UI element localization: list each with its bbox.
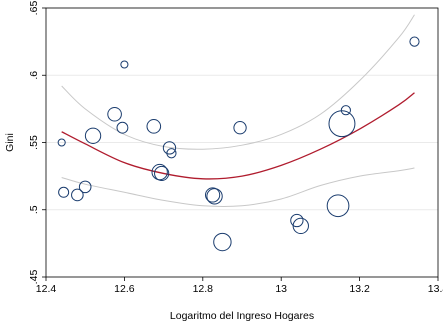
x-tick-label: 13.2: [349, 283, 370, 295]
x-tick-label: 12.6: [114, 283, 135, 295]
data-point: [205, 187, 221, 203]
y-axis-title: Gini: [4, 133, 16, 152]
data-point: [409, 36, 420, 47]
x-axis-title: Logaritmo del Ingreso Hogares: [170, 310, 314, 322]
fit-line-group: [61, 92, 415, 180]
confidence-band: [61, 14, 415, 207]
x-tick-label: 12.8: [193, 283, 214, 295]
y-tick-label: .45: [28, 270, 40, 285]
data-point: [71, 188, 84, 202]
data-point: [120, 60, 129, 69]
y-tick-label: .55: [28, 135, 40, 150]
y-tick-label: .6: [28, 71, 40, 80]
data-point: [290, 213, 304, 228]
data-point: [116, 121, 129, 134]
y-tick-label: .65: [28, 1, 40, 16]
data-point: [166, 148, 177, 159]
data-point: [213, 232, 232, 252]
ci-upper-line: [61, 14, 415, 150]
data-point: [78, 180, 92, 194]
data-point: [84, 127, 102, 144]
data-point: [326, 194, 350, 218]
y-tick-label: .5: [28, 205, 40, 214]
x-tick-label: 12.4: [36, 283, 57, 295]
data-point: [162, 141, 177, 155]
ci-lower-line: [61, 167, 415, 207]
x-tick-label: 13: [275, 283, 287, 295]
y-axis: .45 .5 .55 .6 .65: [28, 1, 46, 285]
data-point: [340, 105, 351, 116]
data-point: [328, 110, 356, 138]
data-point: [233, 121, 247, 135]
data-point: [154, 165, 170, 182]
data-point: [206, 188, 223, 205]
data-points: [57, 36, 420, 252]
x-axis: 12.4 12.6 12.8 13 13.2 13.4: [36, 277, 443, 295]
x-tick-label: 13.4: [428, 283, 443, 295]
data-point: [57, 138, 66, 147]
data-point: [146, 119, 162, 134]
fit-line: [61, 92, 415, 180]
data-point: [58, 186, 70, 198]
data-point: [107, 106, 122, 122]
data-point: [292, 217, 309, 235]
